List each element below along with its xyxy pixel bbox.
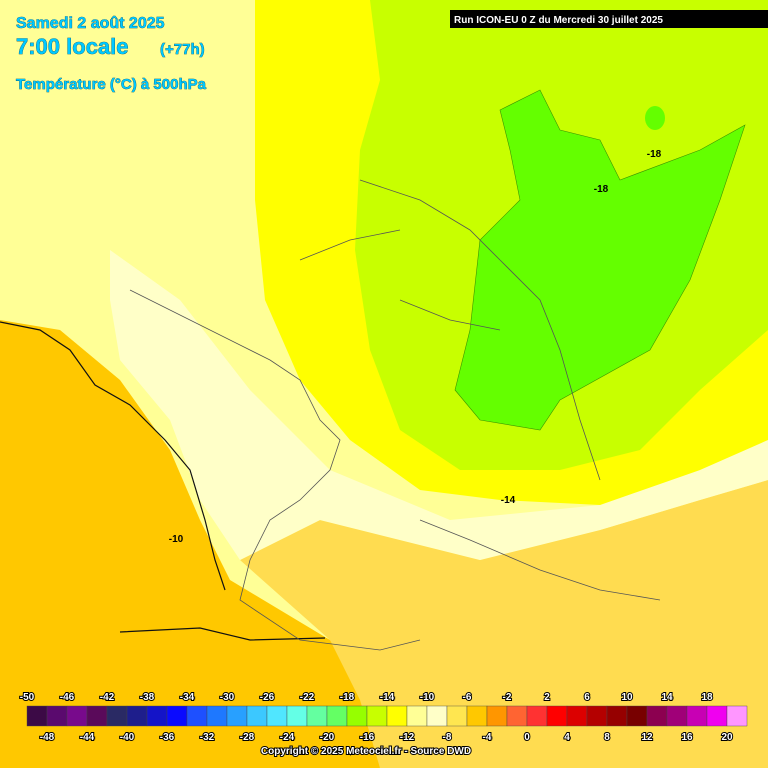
legend-box	[366, 705, 388, 727]
run-box	[450, 10, 768, 28]
legend-box	[226, 705, 248, 727]
legend-box	[386, 705, 408, 727]
legend-tick-label: -30	[220, 692, 235, 703]
legend-box	[206, 705, 228, 727]
coastline	[0, 321, 326, 641]
legend-tick-label: 12	[641, 732, 653, 743]
legend-box	[566, 705, 588, 727]
legend-box	[146, 705, 168, 727]
field: Température (°C) à 500hPa	[16, 76, 207, 93]
legend-tick-label: 10	[621, 692, 633, 703]
contour-label: -18	[594, 184, 609, 195]
legend-box	[286, 705, 308, 727]
legend-box	[666, 705, 688, 727]
legend-box	[486, 705, 508, 727]
legend-tick-label: 4	[564, 732, 570, 743]
contour-label: -18	[647, 149, 662, 160]
legend-tick-label: 16	[681, 732, 693, 743]
legend-tick-label: 2	[544, 692, 550, 703]
legend-box	[546, 705, 568, 727]
field-orange	[0, 320, 380, 768]
legend-box	[246, 705, 268, 727]
legend-box	[46, 705, 68, 727]
legend-tick-label: -44	[80, 732, 95, 743]
legend-box	[186, 705, 208, 727]
field-pale	[110, 250, 768, 560]
time: 7:00 locale	[16, 34, 129, 59]
contour-label: -10	[169, 534, 184, 545]
legend-box	[646, 705, 668, 727]
legend-box	[726, 705, 748, 727]
legend-box	[686, 705, 708, 727]
legend-box	[266, 705, 288, 727]
legend-box	[706, 705, 728, 727]
legend-tick-label: -6	[463, 692, 472, 703]
legend-tick-label: -32	[200, 732, 215, 743]
field-gold	[240, 480, 768, 768]
contour-label: -14	[501, 495, 516, 506]
legend-box	[406, 705, 428, 727]
legend-tick-label: -22	[300, 692, 315, 703]
legend-box	[66, 705, 88, 727]
legend-box	[86, 705, 108, 727]
legend-tick-label: 8	[604, 732, 610, 743]
legend-box	[446, 705, 468, 727]
lead: (+77h)	[160, 41, 205, 58]
legend-tick-label: 14	[661, 692, 673, 703]
legend-tick-label: -38	[140, 692, 155, 703]
borders	[129, 179, 661, 651]
legend-box	[346, 705, 368, 727]
legend-tick-label: -8	[443, 732, 452, 743]
legend-box	[106, 705, 128, 727]
legend-box	[426, 705, 448, 727]
legend-box	[306, 705, 328, 727]
legend-tick-label: -12	[400, 732, 415, 743]
legend-box	[466, 705, 488, 727]
legend-tick-label: -2	[503, 692, 512, 703]
legend-tick-label: -24	[280, 732, 295, 743]
date: Samedi 2 août 2025	[16, 15, 165, 32]
field-green-small	[645, 106, 665, 130]
legend-tick-label: 18	[701, 692, 713, 703]
legend-box	[586, 705, 608, 727]
legend-tick-label: -28	[240, 732, 255, 743]
legend-tick-label: -16	[360, 732, 375, 743]
legend-box	[606, 705, 628, 727]
legend-box	[126, 705, 148, 727]
legend-tick-label: -40	[120, 732, 135, 743]
legend-tick-label: 6	[584, 692, 590, 703]
run: Run ICON-EU 0 Z du Mercredi 30 juillet 2…	[454, 15, 663, 26]
legend-tick-label: -10	[420, 692, 435, 703]
footer: Copyright © 2025 Meteociel.fr - Source D…	[261, 746, 471, 757]
legend-box	[26, 705, 48, 727]
legend-box	[626, 705, 648, 727]
legend-tick-label: -50	[20, 692, 35, 703]
legend-tick-label: 20	[721, 732, 733, 743]
legend-tick-label: -26	[260, 692, 275, 703]
legend-tick-label: -4	[483, 732, 492, 743]
legend-tick-label: -34	[180, 692, 195, 703]
legend-tick-label: -20	[320, 732, 335, 743]
legend-box	[326, 705, 348, 727]
legend-tick-label: -14	[380, 692, 395, 703]
legend-tick-label: -18	[340, 692, 355, 703]
legend-box	[506, 705, 528, 727]
legend-tick-label: 0	[524, 732, 530, 743]
legend-tick-label: -46	[60, 692, 75, 703]
legend-tick-label: -42	[100, 692, 115, 703]
legend-tick-label: -48	[40, 732, 55, 743]
legend-tick-label: -36	[160, 732, 175, 743]
legend-box	[526, 705, 548, 727]
legend-box	[166, 705, 188, 727]
